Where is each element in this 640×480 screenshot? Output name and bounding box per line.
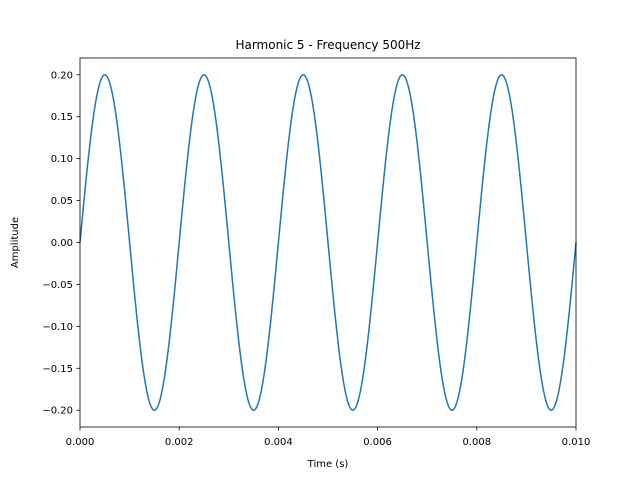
- y-axis-label: Amplitude: [10, 217, 21, 268]
- x-tick-label: 0.008: [462, 437, 491, 448]
- y-tick-label: −0.20: [42, 406, 73, 417]
- y-tick-label: −0.10: [42, 322, 73, 333]
- x-tick-label: 0.006: [363, 437, 392, 448]
- y-tick-label: 0.15: [51, 112, 73, 123]
- series-line-0: [79, 73, 577, 412]
- y-axis: −0.20 −0.15 −0.10 −0.05 0.00 0.05 0.10 0.15 0.20: [42, 70, 80, 417]
- y-tick-label: 0.20: [51, 70, 73, 81]
- x-axis-label: Time (s): [307, 459, 349, 470]
- y-tick-label: 0.10: [51, 154, 73, 165]
- y-tick-label: 0.05: [51, 196, 73, 207]
- chart-title: Harmonic 5 - Frequency 500Hz: [235, 38, 420, 52]
- x-tick-label: 0.010: [562, 437, 591, 448]
- y-tick-label: 0.00: [51, 238, 73, 249]
- x-axis: 0.000 0.002 0.004 0.006 0.008 0.010: [66, 427, 591, 448]
- x-tick-label: 0.004: [264, 437, 293, 448]
- y-tick-label: −0.05: [42, 280, 73, 291]
- plot-area: [79, 73, 577, 412]
- x-tick-label: 0.000: [66, 437, 95, 448]
- x-tick-label: 0.002: [165, 437, 194, 448]
- y-tick-label: −0.15: [42, 364, 73, 375]
